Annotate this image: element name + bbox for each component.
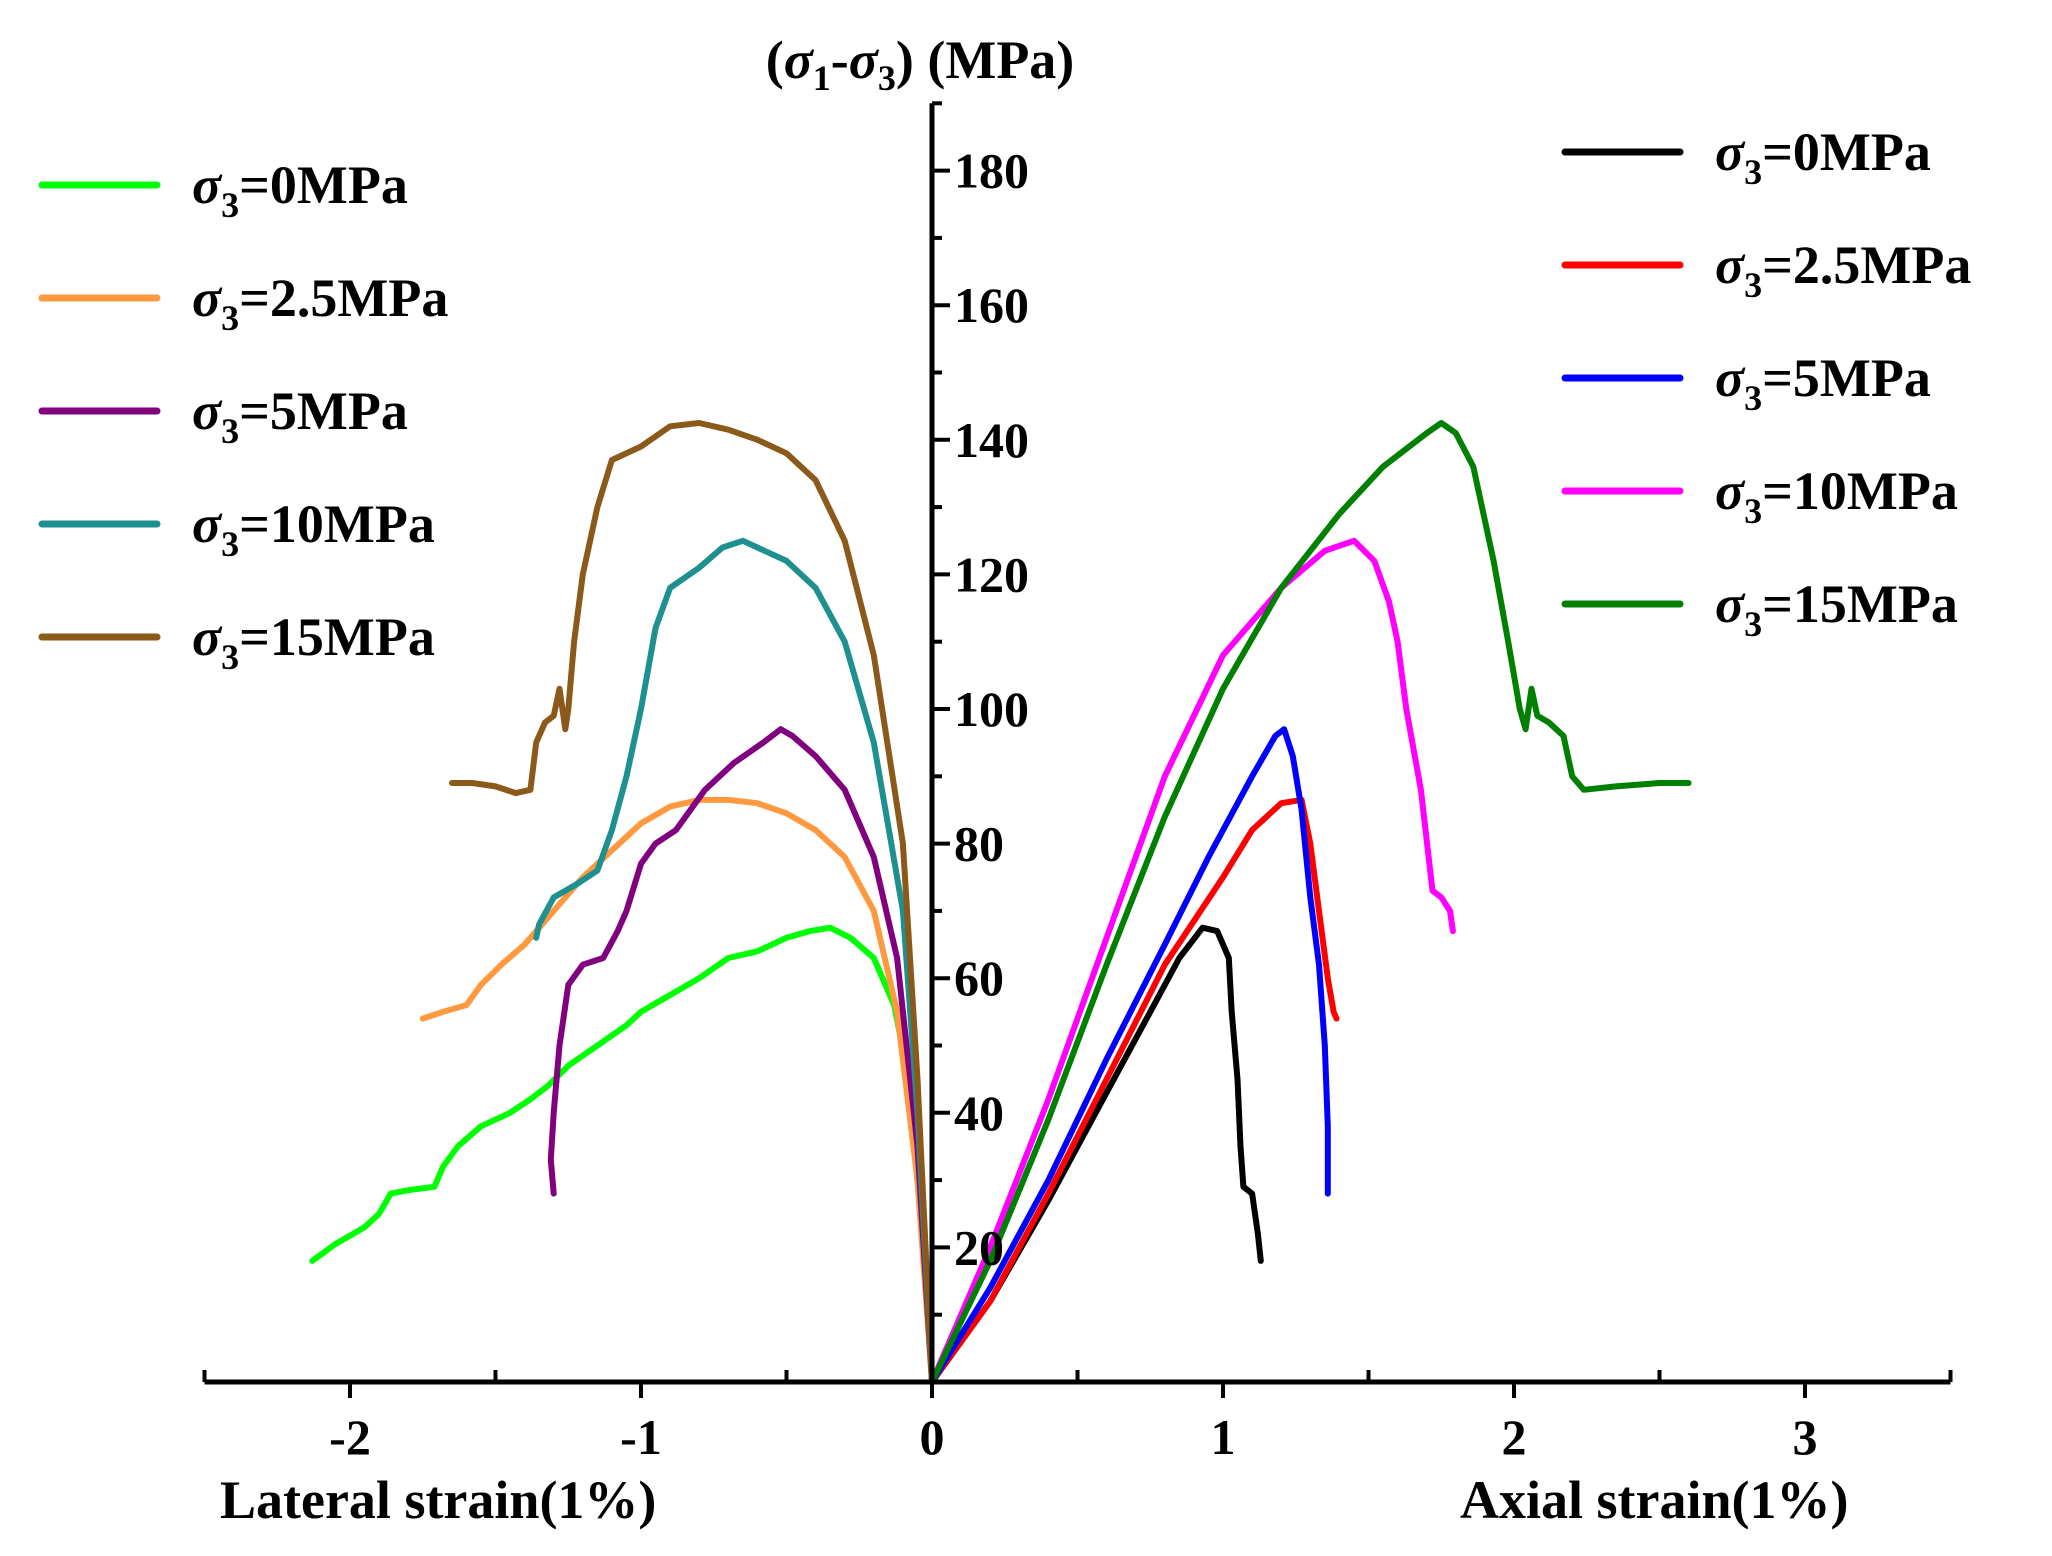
lateral-legend-label: σ3=10MPa: [192, 494, 435, 564]
axial-series-line-3: [929, 537, 1456, 1385]
axial-legend-label: σ3=5MPa: [1715, 348, 1931, 418]
lateral-series-line-2: [547, 726, 935, 1385]
lateral-legend-label: σ3=15MPa: [192, 607, 435, 677]
x-axis-title-axial: Axial strain(1%): [1460, 1470, 1848, 1530]
x-tick-label: 2: [1502, 1409, 1527, 1465]
axial-series-line-2: [929, 726, 1331, 1385]
y-tick-label: 60: [954, 950, 1004, 1006]
x-tick-label: 0: [920, 1409, 945, 1465]
axial-legend-label: σ3=0MPa: [1715, 122, 1931, 192]
y-tick-label: 180: [954, 143, 1029, 199]
lateral-legend-label: σ3=2.5MPa: [192, 268, 448, 338]
y-tick-label: 160: [954, 277, 1029, 333]
x-axis-title-lateral: Lateral strain(1%): [220, 1470, 656, 1530]
axial-series-line-1: [929, 796, 1340, 1385]
axes-layer: [204, 103, 1951, 1385]
legend-axial: σ3=0MPa σ3=2.5MPa σ3=5MPa σ3=10MPa σ3=15MPa: [1561, 122, 1971, 644]
y-tick-label: 80: [954, 816, 1004, 872]
axial-series-line-0: [929, 924, 1264, 1385]
lateral-series-line-3: [533, 537, 935, 1385]
axial-legend-label: σ3=2.5MPa: [1715, 235, 1971, 305]
ticks-layer: -2 -1 0 1 2 3 20 40 60 80 100 120 140 160 180: [202, 101, 1953, 1465]
lateral-series-line-1: [419, 796, 935, 1385]
x-tick-label: 3: [1793, 1409, 1818, 1465]
x-tick-label: 1: [1211, 1409, 1236, 1465]
legend-lateral: σ3=0MPa σ3=2.5MPa σ3=5MPa σ3=10MPa σ3=15MPa: [38, 155, 448, 677]
lateral-series-line-4: [448, 420, 935, 1385]
axial-series-line-4: [929, 420, 1692, 1385]
y-tick-label: 100: [954, 681, 1029, 737]
lateral-legend-label: σ3=5MPa: [192, 381, 408, 451]
axial-legend-label: σ3=10MPa: [1715, 461, 1958, 531]
y-tick-label: 140: [954, 412, 1029, 468]
x-tick-label: -2: [329, 1409, 371, 1465]
y-axis-title: (σ1-σ3) (MPa): [766, 30, 1075, 98]
axial-legend-label: σ3=15MPa: [1715, 574, 1958, 644]
y-tick-label: 120: [954, 546, 1029, 602]
x-tick-label: -1: [620, 1409, 662, 1465]
y-tick-label: 40: [954, 1085, 1004, 1141]
series-layer: [309, 420, 1692, 1385]
lateral-series-line-0: [309, 924, 935, 1385]
lateral-legend-label: σ3=0MPa: [192, 155, 408, 225]
y-tick-label: 20: [954, 1219, 1004, 1275]
